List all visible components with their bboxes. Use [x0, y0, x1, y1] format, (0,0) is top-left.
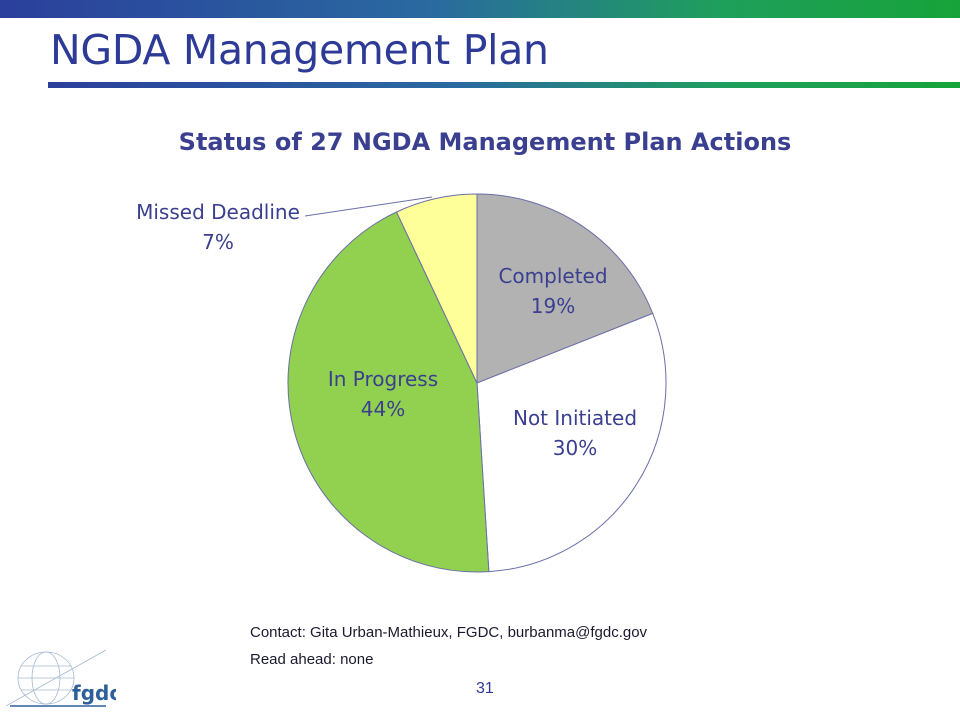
- chart-title: Status of 27 NGDA Management Plan Action…: [179, 128, 792, 156]
- read-ahead-text: Read ahead: none: [250, 651, 374, 668]
- slice-value-label: 7%: [202, 230, 234, 254]
- fgdc-logo: fgdc: [6, 649, 116, 707]
- slice-value-label: 19%: [531, 294, 575, 318]
- title-underline: [48, 82, 960, 88]
- page-number: 31: [476, 680, 494, 697]
- pie-slice-missed-deadline: [395, 193, 478, 384]
- pie-chart: Status of 27 NGDA Management Plan Action…: [136, 128, 792, 573]
- logo-text: fgdc: [72, 681, 116, 705]
- slice-label: Completed: [498, 264, 607, 288]
- slice-label: Not Initiated: [513, 406, 637, 430]
- slice-label: Missed Deadline: [136, 200, 300, 224]
- slice-label: In Progress: [328, 367, 438, 391]
- pie-slice-completed: [476, 193, 654, 384]
- top-gradient-bar: [0, 0, 960, 18]
- slide-title: NGDA Management Plan: [50, 26, 549, 74]
- pie-slice-not-initiated: [476, 312, 667, 573]
- slice-value-label: 30%: [553, 436, 597, 460]
- slice-value-label: 44%: [361, 397, 405, 421]
- leader-line: [304, 196, 433, 217]
- contact-text: Contact: Gita Urban-Mathieux, FGDC, burb…: [250, 624, 648, 641]
